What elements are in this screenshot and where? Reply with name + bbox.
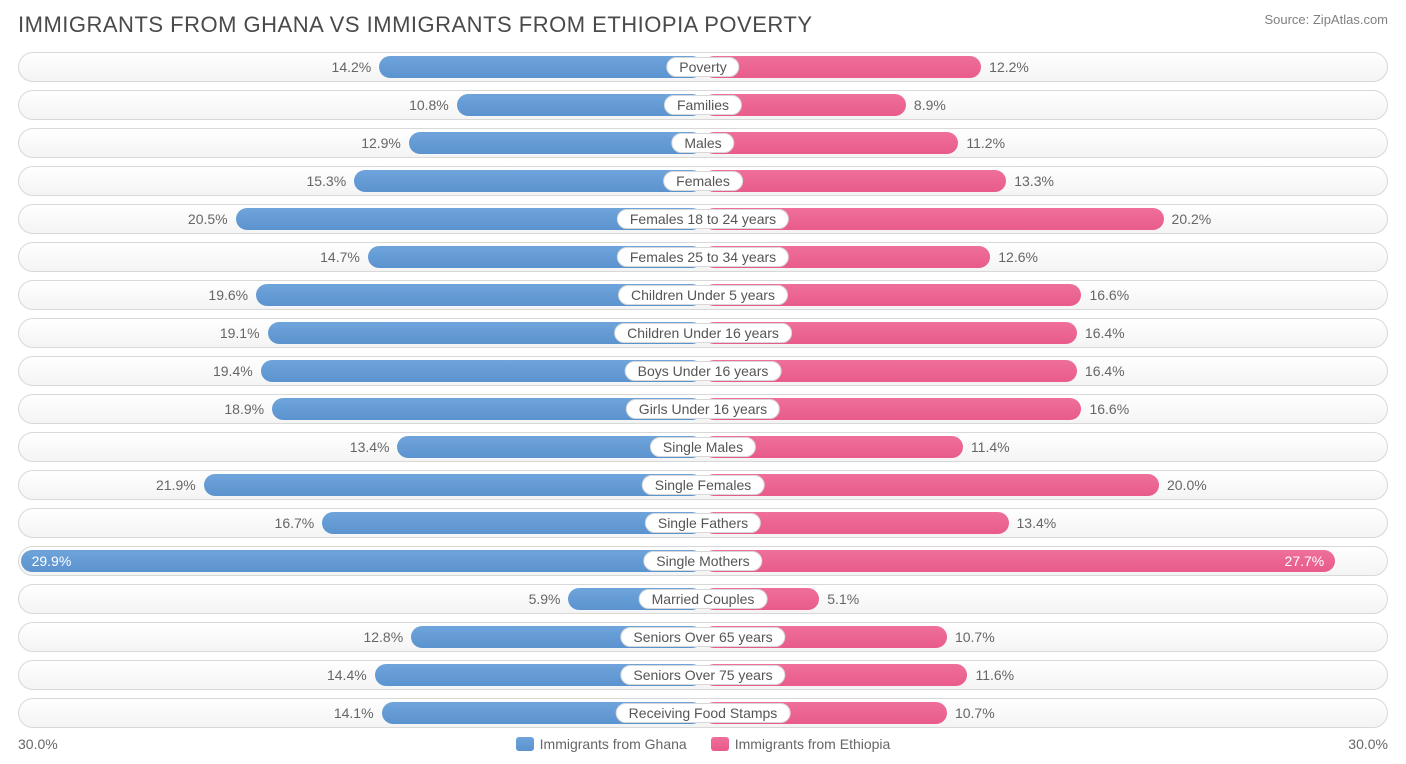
chart-row: 19.1% 16.4% Children Under 16 years bbox=[18, 318, 1388, 348]
axis-max-right: 30.0% bbox=[1348, 736, 1388, 752]
chart-row: 14.4% 11.6% Seniors Over 75 years bbox=[18, 660, 1388, 690]
value-left: 13.4% bbox=[350, 439, 390, 455]
value-left: 19.4% bbox=[213, 363, 253, 379]
chart-footer: 30.0% Immigrants from Ghana Immigrants f… bbox=[18, 736, 1388, 752]
category-label: Children Under 5 years bbox=[618, 285, 788, 305]
value-left: 10.8% bbox=[409, 97, 449, 113]
category-label: Married Couples bbox=[639, 589, 768, 609]
bar-left bbox=[354, 170, 703, 192]
value-right: 16.6% bbox=[1089, 287, 1129, 303]
legend: Immigrants from Ghana Immigrants from Et… bbox=[516, 736, 891, 752]
category-label: Females 18 to 24 years bbox=[617, 209, 789, 229]
category-label: Receiving Food Stamps bbox=[616, 703, 791, 723]
value-left: 14.1% bbox=[334, 705, 374, 721]
value-right: 27.7% bbox=[1285, 553, 1325, 569]
bar-right bbox=[703, 56, 981, 78]
category-label: Poverty bbox=[666, 57, 739, 77]
value-right: 12.2% bbox=[989, 59, 1029, 75]
value-right: 10.7% bbox=[955, 629, 995, 645]
value-right: 11.4% bbox=[971, 439, 1010, 455]
value-left: 19.6% bbox=[208, 287, 248, 303]
value-right: 20.2% bbox=[1172, 211, 1212, 227]
chart-row: 29.9% 27.7% Single Mothers bbox=[18, 546, 1388, 576]
value-right: 16.6% bbox=[1089, 401, 1129, 417]
category-label: Females 25 to 34 years bbox=[617, 247, 789, 267]
chart-title: IMMIGRANTS FROM GHANA VS IMMIGRANTS FROM… bbox=[18, 12, 813, 38]
bar-right bbox=[703, 550, 1335, 572]
chart-row: 10.8% 8.9% Families bbox=[18, 90, 1388, 120]
value-left: 14.4% bbox=[327, 667, 367, 683]
chart-row: 18.9% 16.6% Girls Under 16 years bbox=[18, 394, 1388, 424]
bar-right bbox=[703, 132, 958, 154]
legend-item-left: Immigrants from Ghana bbox=[516, 736, 687, 752]
bar-right bbox=[703, 474, 1159, 496]
value-right: 20.0% bbox=[1167, 477, 1207, 493]
category-label: Girls Under 16 years bbox=[626, 399, 780, 419]
category-label: Seniors Over 65 years bbox=[620, 627, 785, 647]
value-right: 13.3% bbox=[1014, 173, 1054, 189]
chart-row: 5.9% 5.1% Married Couples bbox=[18, 584, 1388, 614]
chart-row: 21.9% 20.0% Single Females bbox=[18, 470, 1388, 500]
legend-label-right: Immigrants from Ethiopia bbox=[735, 736, 891, 752]
bar-left bbox=[409, 132, 703, 154]
value-left: 12.9% bbox=[361, 135, 401, 151]
chart-row: 14.1% 10.7% Receiving Food Stamps bbox=[18, 698, 1388, 728]
value-left: 15.3% bbox=[306, 173, 346, 189]
bar-left bbox=[379, 56, 703, 78]
value-right: 8.9% bbox=[914, 97, 946, 113]
value-left: 29.9% bbox=[32, 553, 72, 569]
value-left: 14.2% bbox=[332, 59, 372, 75]
value-left: 19.1% bbox=[220, 325, 260, 341]
value-right: 5.1% bbox=[827, 591, 859, 607]
value-right: 11.6% bbox=[975, 667, 1014, 683]
source-attribution: Source: ZipAtlas.com bbox=[1264, 12, 1388, 27]
value-left: 20.5% bbox=[188, 211, 228, 227]
value-left: 14.7% bbox=[320, 249, 360, 265]
chart-row: 15.3% 13.3% Females bbox=[18, 166, 1388, 196]
value-right: 12.6% bbox=[998, 249, 1038, 265]
value-left: 18.9% bbox=[224, 401, 264, 417]
category-label: Families bbox=[664, 95, 742, 115]
bar-right bbox=[703, 170, 1006, 192]
chart-row: 19.6% 16.6% Children Under 5 years bbox=[18, 280, 1388, 310]
value-right: 16.4% bbox=[1085, 325, 1125, 341]
legend-label-left: Immigrants from Ghana bbox=[540, 736, 687, 752]
value-right: 10.7% bbox=[955, 705, 995, 721]
chart-row: 12.9% 11.2% Males bbox=[18, 128, 1388, 158]
value-right: 13.4% bbox=[1017, 515, 1057, 531]
value-right: 16.4% bbox=[1085, 363, 1125, 379]
value-left: 5.9% bbox=[529, 591, 561, 607]
chart-row: 19.4% 16.4% Boys Under 16 years bbox=[18, 356, 1388, 386]
chart-row: 16.7% 13.4% Single Fathers bbox=[18, 508, 1388, 538]
category-label: Children Under 16 years bbox=[614, 323, 792, 343]
bar-left bbox=[21, 550, 703, 572]
chart-row: 20.5% 20.2% Females 18 to 24 years bbox=[18, 204, 1388, 234]
category-label: Boys Under 16 years bbox=[625, 361, 782, 381]
category-label: Single Mothers bbox=[643, 551, 762, 571]
category-label: Males bbox=[671, 133, 734, 153]
axis-max-left: 30.0% bbox=[18, 736, 58, 752]
legend-swatch-right bbox=[711, 737, 729, 751]
category-label: Single Fathers bbox=[645, 513, 761, 533]
legend-item-right: Immigrants from Ethiopia bbox=[711, 736, 891, 752]
header: IMMIGRANTS FROM GHANA VS IMMIGRANTS FROM… bbox=[18, 12, 1388, 38]
chart-row: 14.7% 12.6% Females 25 to 34 years bbox=[18, 242, 1388, 272]
value-left: 21.9% bbox=[156, 477, 196, 493]
category-label: Females bbox=[663, 171, 743, 191]
chart-row: 13.4% 11.4% Single Males bbox=[18, 432, 1388, 462]
category-label: Seniors Over 75 years bbox=[620, 665, 785, 685]
diverging-bar-chart: 14.2%12.2%Poverty10.8%8.9%Families12.9%1… bbox=[18, 52, 1388, 728]
chart-row: 14.2% 12.2% Poverty bbox=[18, 52, 1388, 82]
category-label: Single Males bbox=[650, 437, 756, 457]
value-left: 16.7% bbox=[275, 515, 315, 531]
value-left: 12.8% bbox=[363, 629, 403, 645]
category-label: Single Females bbox=[642, 475, 765, 495]
legend-swatch-left bbox=[516, 737, 534, 751]
chart-row: 12.8% 10.7% Seniors Over 65 years bbox=[18, 622, 1388, 652]
bar-left bbox=[204, 474, 703, 496]
value-right: 11.2% bbox=[966, 135, 1005, 151]
